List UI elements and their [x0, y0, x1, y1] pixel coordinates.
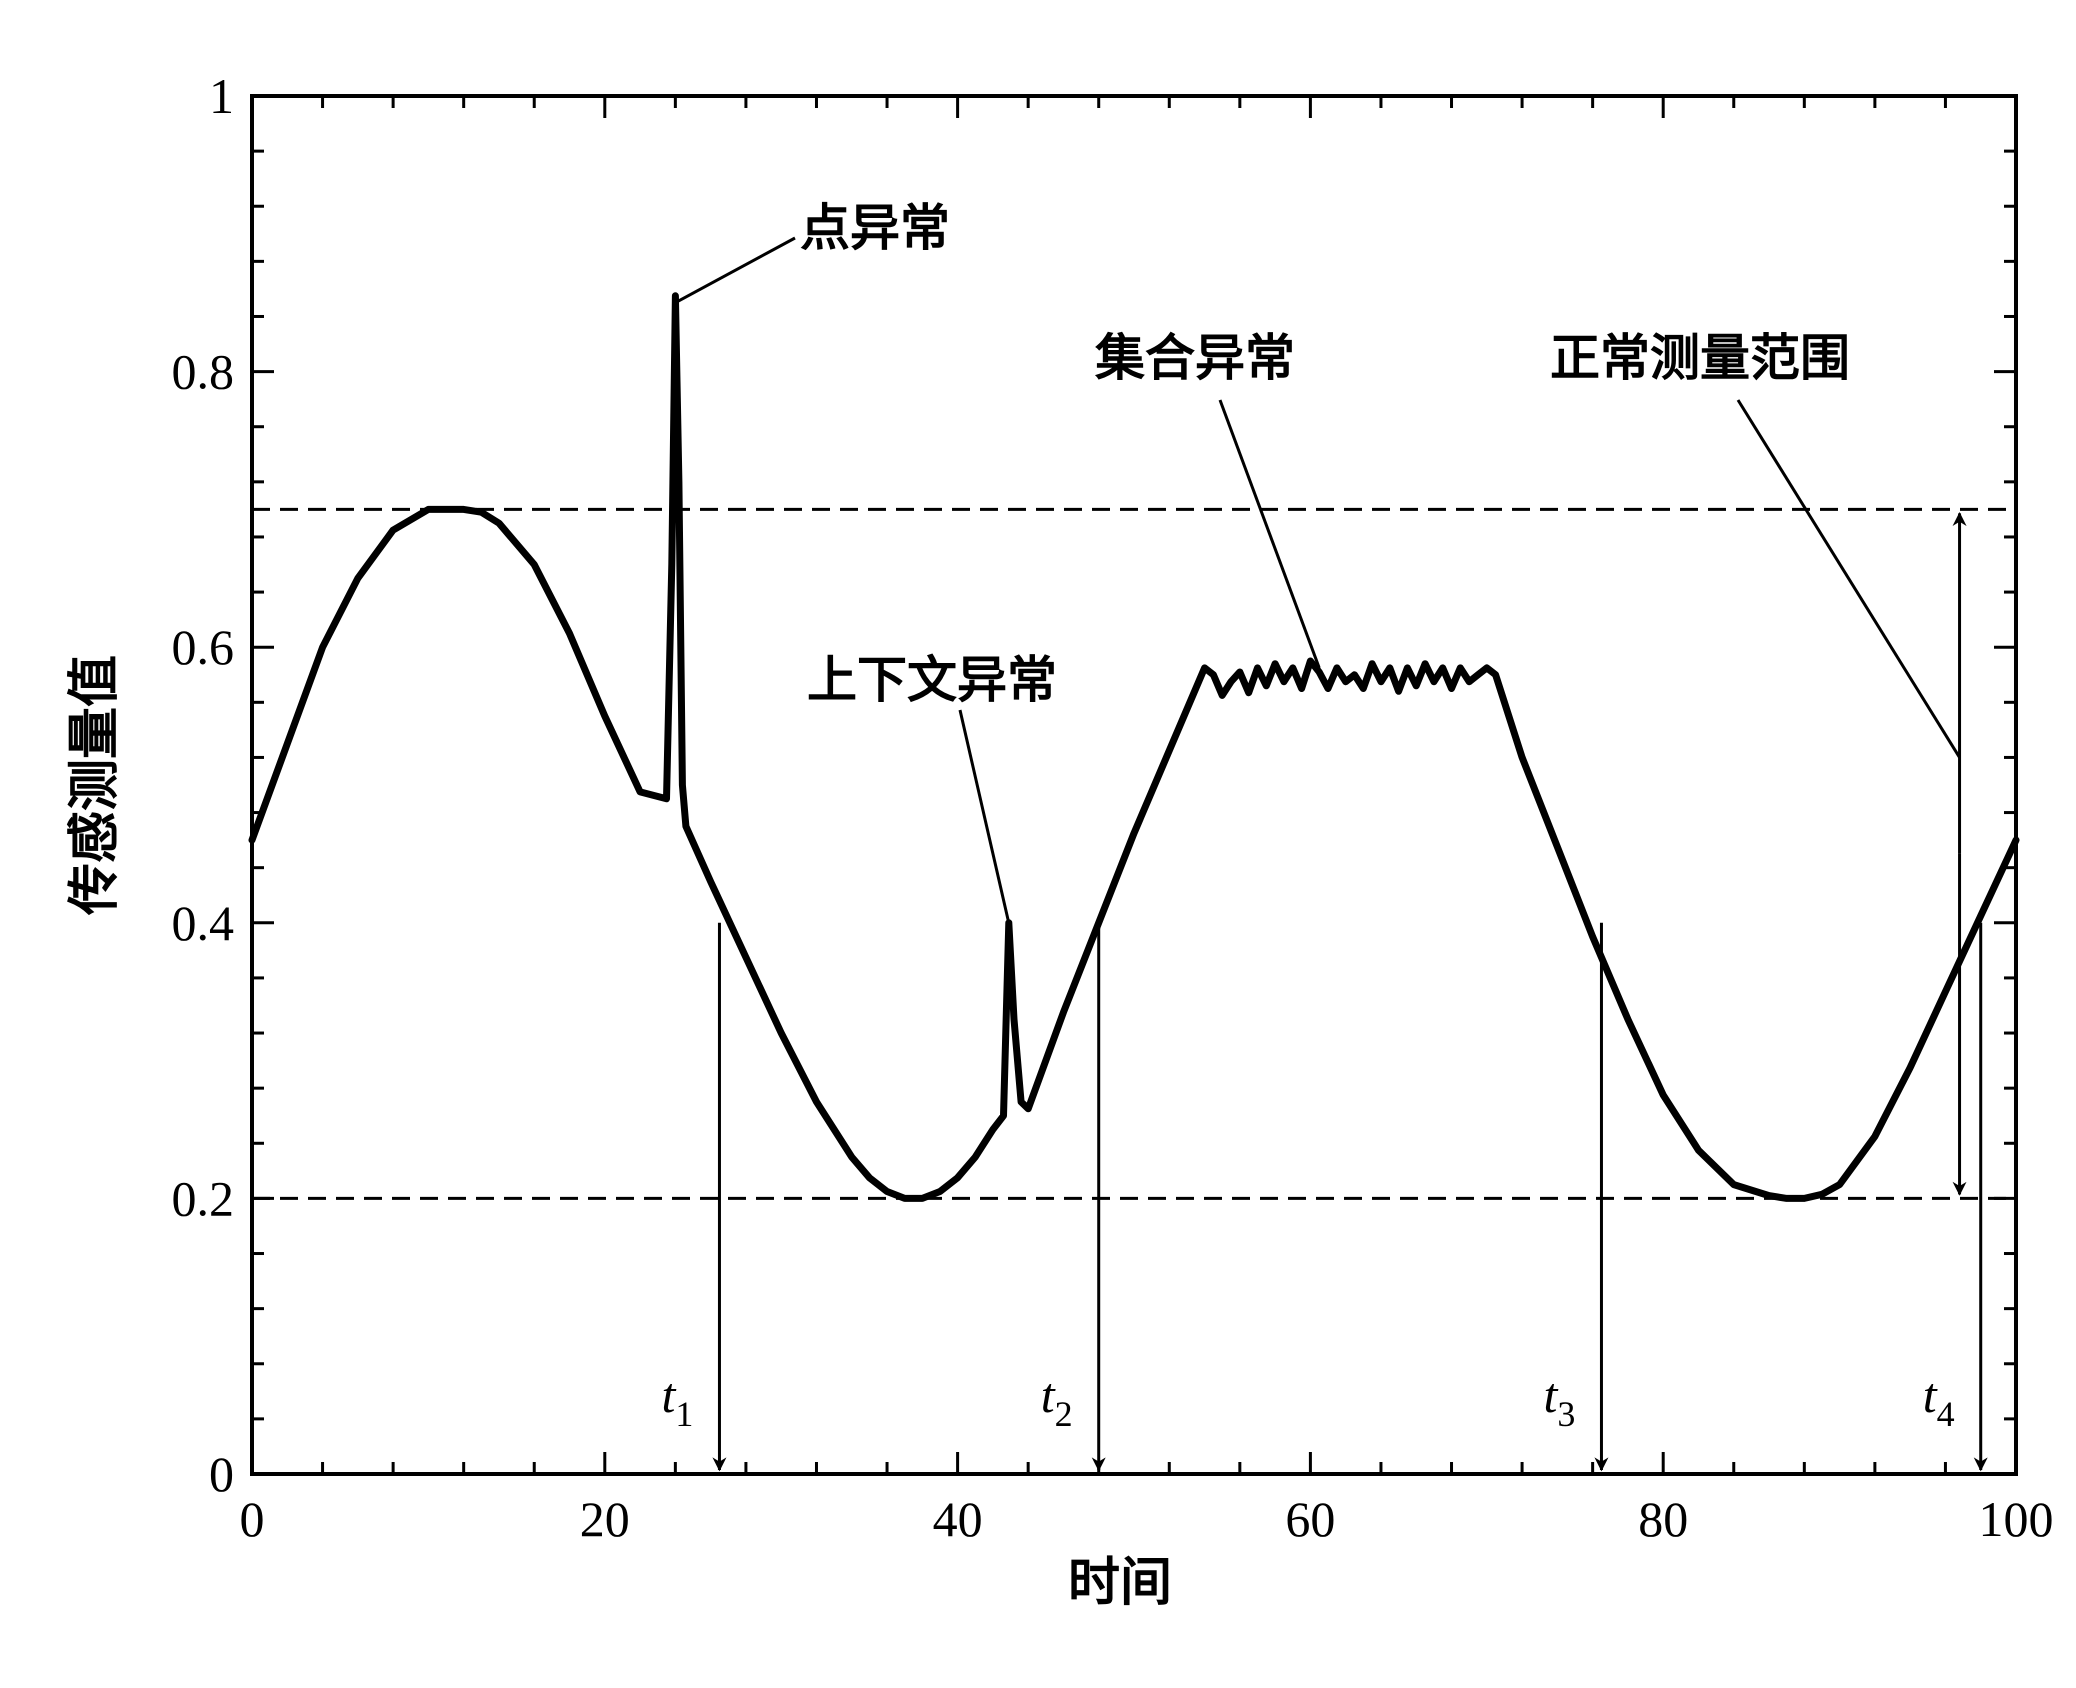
annotation-leader — [958, 709, 1011, 924]
annotation-label: 点异常 — [800, 199, 950, 257]
y-tick-label: 0 — [209, 1446, 234, 1502]
time-marker-label: t2 — [1041, 1367, 1073, 1434]
y-tick-label: 0.6 — [172, 619, 235, 675]
annotation-label: 集合异常 — [1094, 329, 1295, 387]
annotation-leader — [674, 236, 796, 305]
series-line — [248, 292, 2020, 1202]
reference-lines — [252, 507, 2016, 1200]
annotation-label: 上下文异常 — [807, 651, 1057, 709]
time-marker-label: t4 — [1923, 1367, 1955, 1434]
y-tick-label: 0.8 — [172, 344, 235, 400]
annotation-label: 正常测量范围 — [1550, 329, 1850, 387]
x-tick-label: 40 — [933, 1491, 983, 1547]
x-tick-label: 100 — [1979, 1491, 2054, 1547]
y-tick-label: 0.4 — [172, 895, 235, 951]
y-tick-label: 0.2 — [172, 1170, 235, 1226]
x-tick-label: 20 — [580, 1491, 630, 1547]
x-tick-label: 0 — [240, 1491, 265, 1547]
series-group — [248, 292, 2020, 1202]
y-tick-label: 1 — [209, 68, 234, 124]
x-axis-title: 时间 — [1068, 1553, 1172, 1613]
time-marker-label: t3 — [1543, 1367, 1575, 1434]
axis-ticks — [250, 94, 2018, 1476]
x-tick-label: 60 — [1285, 1491, 1335, 1547]
annotation-leader — [1736, 399, 1961, 759]
annotation-leader — [1218, 399, 1321, 669]
y-axis-title: 传感测量值 — [65, 655, 125, 916]
axis-tick-labels: 0 20 40 60 80 100 0 0.2 0.4 0.6 0.8 1 — [172, 68, 2054, 1547]
time-marker-label: t1 — [661, 1367, 693, 1434]
x-tick-label: 80 — [1638, 1491, 1688, 1547]
plot-frame — [250, 94, 2018, 1476]
